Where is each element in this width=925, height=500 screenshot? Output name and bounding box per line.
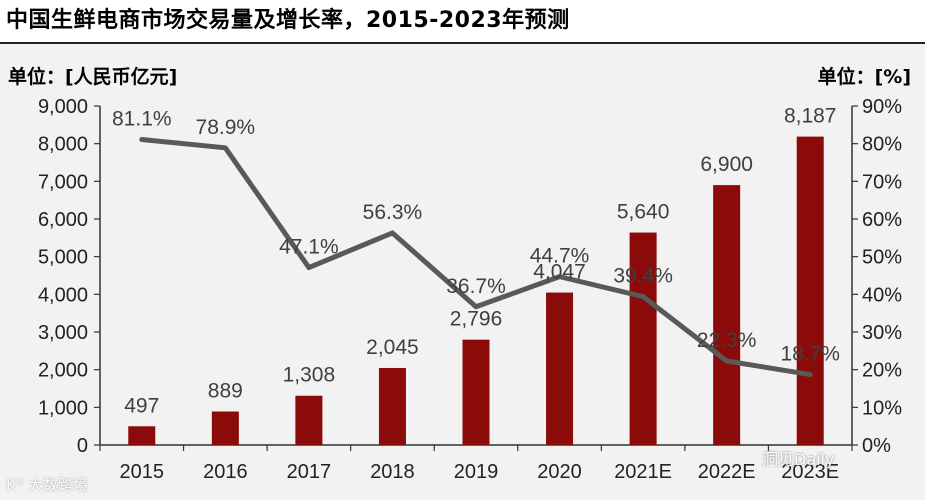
left-y-tick-label: 1,000: [38, 397, 88, 419]
x-tick-label: 2023E: [781, 461, 839, 483]
bar-value-label: 2,796: [450, 308, 503, 331]
x-tick-label: 2019: [454, 461, 499, 483]
line-value-label: 47.1%: [279, 236, 339, 259]
x-tick-label: 2022E: [698, 461, 756, 483]
bar-value-label: 8,187: [784, 105, 837, 128]
right-y-tick-label: 70%: [862, 171, 902, 193]
bar-2020: [546, 292, 574, 445]
left-y-tick-label: 4,000: [38, 284, 88, 306]
right-y-tick-label: 50%: [862, 247, 902, 269]
x-tick-label: 2016: [203, 461, 248, 483]
bar-2017: [295, 395, 323, 445]
bar-2022E: [713, 185, 741, 445]
line-value-label: 78.9%: [196, 116, 256, 139]
watermark-left: Kᴼ 大数跨境: [6, 476, 89, 494]
left-y-tick-label: 3,000: [38, 322, 88, 344]
bar-2016: [211, 411, 239, 445]
left-y-tick-label: 8,000: [38, 134, 88, 156]
bar-2021E: [629, 232, 657, 445]
x-tick-label: 2021E: [614, 461, 672, 483]
bar-2019: [462, 339, 490, 445]
x-tick-label: 2015: [120, 461, 165, 483]
line-value-label: 44.7%: [530, 245, 590, 268]
growth-rate-line: [139, 137, 813, 378]
line-value-label: 18.7%: [780, 343, 840, 366]
left-y-tick-label: 6,000: [38, 209, 88, 231]
line-value-label: 81.1%: [112, 108, 172, 131]
right-y-tick-label: 60%: [862, 209, 902, 231]
bar-value-label: 6,900: [700, 153, 753, 176]
right-y-tick-label: 80%: [862, 134, 902, 156]
left-y-tick-label: 9,000: [38, 96, 88, 118]
left-axis-unit: 单位：[人民币亿元]: [8, 66, 178, 88]
left-y-tick-label: 7,000: [38, 171, 88, 193]
left-y-tick-label: 0: [77, 435, 88, 457]
bar-value-label: 5,640: [617, 201, 670, 224]
bar-value-label: 1,308: [283, 364, 336, 387]
right-y-tick-label: 90%: [862, 96, 902, 118]
right-axis-unit: 单位：[%]: [817, 66, 911, 88]
right-y-tick-label: 20%: [862, 360, 902, 382]
bar-value-label: 4,047: [533, 261, 586, 284]
left-y-tick-label: 5,000: [38, 247, 88, 269]
x-tick-label: 2018: [370, 461, 415, 483]
x-tick-label: 2020: [537, 461, 582, 483]
line-value-label: 36.7%: [446, 275, 506, 298]
x-tick-label: 2017: [287, 461, 332, 483]
chart-title: 中国生鲜电商市场交易量及增长率，2015-2023年预测: [6, 8, 570, 33]
line-value-label: 39.4%: [613, 265, 673, 288]
bar-2015: [128, 426, 156, 445]
bar-2023E: [796, 136, 824, 446]
bar-value-label: 889: [208, 380, 243, 403]
right-y-tick-label: 10%: [862, 397, 902, 419]
bar-value-label: 2,045: [366, 336, 419, 359]
title-underline: [0, 42, 925, 44]
right-y-tick-label: 40%: [862, 284, 902, 306]
bar-value-label: 497: [124, 394, 159, 417]
watermark-right: 洞见Daily: [762, 450, 835, 469]
left-y-tick-label: 2,000: [38, 360, 88, 382]
bar-2018: [378, 367, 406, 445]
line-value-label: 22.3%: [697, 329, 757, 352]
line-value-label: 56.3%: [363, 201, 423, 224]
right-y-tick-label: 0%: [862, 435, 891, 457]
right-y-tick-label: 30%: [862, 322, 902, 344]
